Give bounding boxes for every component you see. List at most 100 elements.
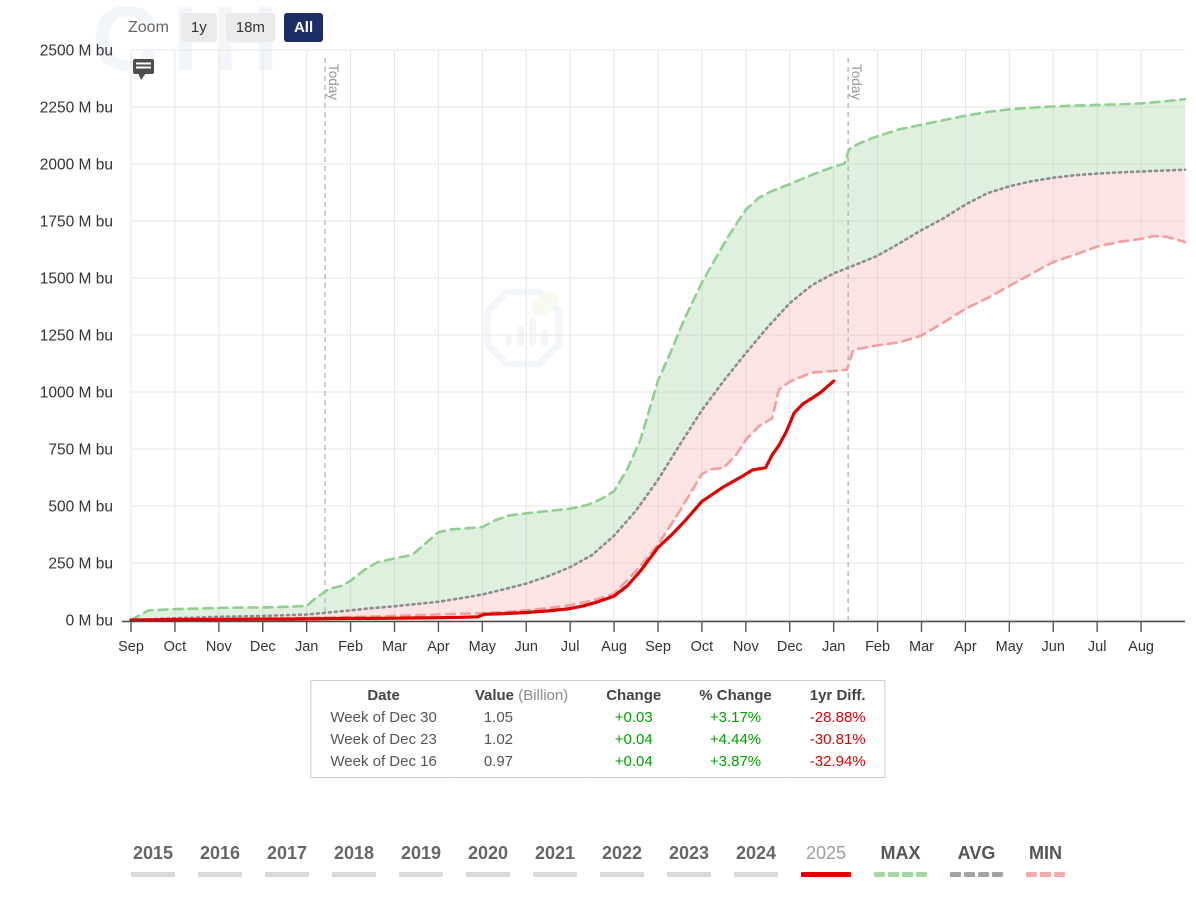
legend-swatch-2024	[734, 871, 778, 877]
band-avg-min	[131, 169, 1185, 620]
y-tick-label: 1250 M bu	[40, 328, 113, 345]
x-axis-labels: Sep Oct Nov Dec Jan Feb Mar Apr May Jun Jul Aug Sep O…	[118, 639, 1154, 655]
table-cell: 1.05	[483, 709, 514, 726]
series-lines	[129, 97, 1187, 622]
legend-item-2025[interactable]: 2025	[801, 843, 851, 877]
zoom-toolbar: Zoom 1y 18m All	[128, 13, 332, 42]
legend-label-2023: 2023	[668, 843, 710, 863]
y-tick-label: 250 M bu	[48, 556, 113, 573]
table-cell: +0.04	[614, 753, 653, 770]
x-tick-label: Apr	[954, 639, 977, 655]
table-cell: -32.94%	[809, 753, 866, 770]
legend-label-2017: 2017	[266, 843, 308, 863]
comment-bubble-icon	[133, 59, 154, 80]
legend-label-min: MIN	[1029, 843, 1062, 863]
x-tick-label: Sep	[118, 639, 144, 655]
legend-swatch-2025	[801, 871, 851, 877]
x-tick-label: Nov	[206, 639, 233, 655]
chart-canvas[interactable]: CIH Today Today 0 M bu 250 M bu 500 M bu 750 M…	[0, 0, 1196, 665]
legend-label-2018: 2018	[333, 843, 375, 863]
y-tick-label: 2000 M bu	[40, 157, 113, 174]
x-tick-label: Jan	[822, 639, 845, 655]
legend-item-2020[interactable]: 2020	[466, 843, 510, 877]
x-tick-label: Aug	[601, 639, 627, 655]
grid	[130, 49, 1185, 621]
table-row: Week of Dec 23 1.02 +0.04 +4.44% -30.81%	[311, 729, 885, 751]
legend-item-2019[interactable]: 2019	[399, 843, 443, 877]
legend-swatch-2021	[533, 871, 577, 877]
x-tick-label: May	[996, 639, 1024, 655]
legend-swatch-2015	[131, 871, 175, 877]
x-tick-label: Oct	[691, 639, 714, 655]
legend-label-2015: 2015	[132, 843, 174, 863]
legend-item-2018[interactable]: 2018	[332, 843, 376, 877]
x-tick-label: Feb	[865, 639, 890, 655]
table-row: Week of Dec 30 1.05 +0.03 +3.17% -28.88%	[311, 707, 885, 729]
table-cell: +3.87%	[709, 753, 762, 770]
x-tick-label: Oct	[164, 639, 187, 655]
zoom-range-button-all[interactable]: All	[283, 13, 324, 42]
y-tick-label: 1750 M bu	[40, 214, 113, 231]
x-tick-label: Apr	[427, 639, 450, 655]
table-header-date: Date	[367, 687, 400, 704]
watermark: CIH	[92, 0, 563, 368]
x-tick-label: Jun	[1042, 639, 1065, 655]
legend-label-2019: 2019	[400, 843, 442, 863]
today-markers: Today Today	[324, 58, 864, 620]
legend-swatch-max	[874, 871, 927, 877]
legend-item-2022[interactable]: 2022	[600, 843, 644, 877]
x-tick-label: Jul	[1088, 639, 1107, 655]
legend-swatch-2023	[667, 871, 711, 877]
y-tick-label: 2250 M bu	[40, 100, 113, 117]
legend-swatch-min	[1026, 871, 1065, 877]
y-tick-label: 2500 M bu	[40, 43, 113, 60]
table-header-value: Value (Billion)	[474, 687, 569, 704]
legend-item-min[interactable]: MIN	[1026, 843, 1065, 877]
table-cell: 0.97	[483, 753, 514, 770]
series-line-2025	[129, 379, 836, 622]
y-tick-label: 500 M bu	[48, 499, 113, 516]
x-axis	[122, 620, 1185, 632]
legend-item-2015[interactable]: 2015	[131, 843, 175, 877]
legend-label-2024: 2024	[735, 843, 777, 863]
legend-label-max: MAX	[880, 843, 921, 863]
legend-item-2016[interactable]: 2016	[198, 843, 242, 877]
legend-item-2023[interactable]: 2023	[667, 843, 711, 877]
y-tick-label: 1000 M bu	[40, 385, 113, 402]
table-cell: Week of Dec 16	[330, 753, 437, 770]
legend-item-max[interactable]: MAX	[874, 843, 927, 877]
legend-swatch-avg	[950, 871, 1003, 877]
table-cell: -30.81%	[809, 731, 866, 748]
table-cell: -28.88%	[809, 709, 866, 726]
legend-swatch-2020	[466, 871, 510, 877]
watermark-leaf	[530, 292, 560, 316]
x-tick-label: Aug	[1128, 639, 1154, 655]
table-cell: Week of Dec 23	[330, 731, 437, 748]
y-tick-label: 750 M bu	[48, 442, 113, 459]
legend-item-2021[interactable]: 2021	[533, 843, 577, 877]
legend-label-2016: 2016	[199, 843, 241, 863]
legend-label-2021: 2021	[534, 843, 576, 863]
y-tick-label: 1500 M bu	[40, 271, 113, 288]
summary-table-head: Date Value (Billion) Change % Change 1yr Dif…	[311, 681, 885, 708]
legend-swatch-2016	[198, 871, 242, 877]
chart[interactable]: CIH Today Today 0 M bu 250 M bu 500 M bu 750 M…	[0, 0, 1196, 665]
x-tick-label: Dec	[777, 639, 803, 655]
y-axis-labels: 0 M bu 250 M bu 500 M bu 750 M bu 1000 M bu 1…	[40, 43, 113, 630]
zoom-range-button-18m[interactable]: 18m	[225, 13, 275, 42]
legend-label-2025: 2025	[805, 843, 847, 863]
series-line-max	[129, 97, 1187, 622]
table-cell: +4.44%	[709, 731, 762, 748]
table-cell: +3.17%	[709, 709, 762, 726]
annotation-comment-icon[interactable]	[132, 58, 156, 84]
summary-table: Date Value (Billion) Change % Change 1yr Dif…	[310, 680, 886, 778]
zoom-range-button-1y[interactable]: 1y	[180, 13, 217, 42]
y-tick-label: 0 M bu	[66, 613, 113, 630]
legend-item-2017[interactable]: 2017	[265, 843, 309, 877]
legend-item-2024[interactable]: 2024	[734, 843, 778, 877]
legend-swatch-2022	[600, 871, 644, 877]
x-tick-label: Feb	[338, 639, 363, 655]
legend-swatch-2019	[399, 871, 443, 877]
legend-item-avg[interactable]: AVG	[950, 843, 1003, 877]
